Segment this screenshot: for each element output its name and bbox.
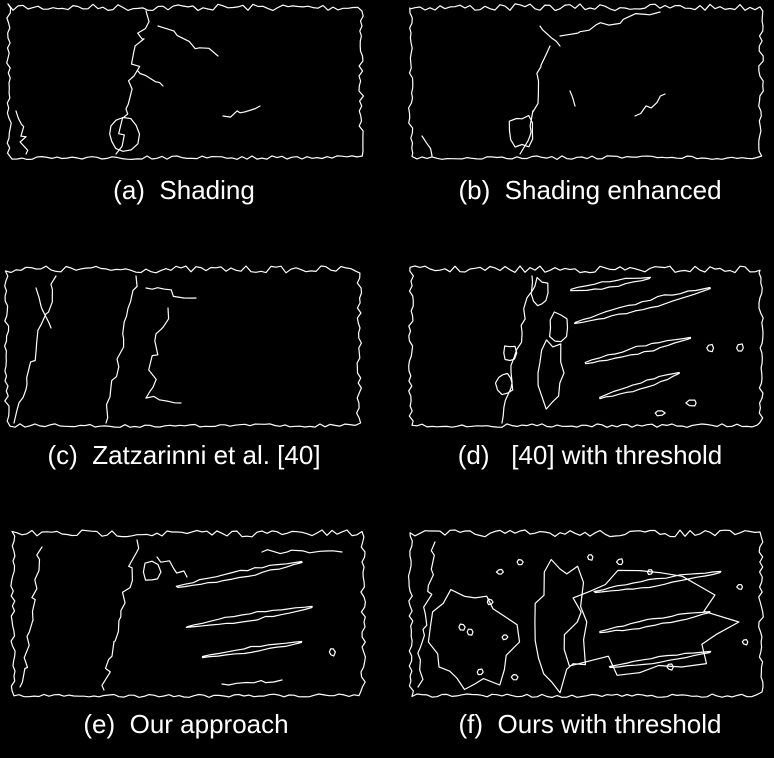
panel-f (407, 529, 764, 698)
crack-map-c (3, 265, 363, 428)
crack-region (608, 650, 712, 669)
crack-region (549, 311, 569, 343)
crack-line (105, 275, 138, 424)
crack-line (157, 25, 219, 57)
crack-region (587, 554, 594, 561)
crack-region (201, 640, 303, 659)
crack-line (417, 541, 436, 688)
crack-line (15, 110, 29, 155)
panel-a (6, 3, 365, 160)
panel-d (408, 265, 764, 428)
crack-region (584, 336, 692, 365)
crack-region (534, 558, 588, 694)
crack-line (137, 70, 164, 87)
crack-region (599, 371, 680, 400)
crack-line (559, 11, 661, 37)
crack-region (563, 569, 740, 676)
crack-line (130, 10, 150, 77)
panel-e (10, 529, 366, 698)
caption-f: (f) Ours with threshold (458, 709, 722, 739)
crack-line (145, 307, 170, 399)
crack-region (685, 399, 697, 407)
crack-line (421, 135, 433, 157)
crack-line (13, 275, 57, 424)
crack-region (666, 663, 674, 671)
crack-region (537, 339, 565, 410)
crack-region (516, 559, 524, 566)
crack-region (142, 560, 162, 581)
crack-map-a (6, 3, 365, 160)
crack-line (261, 549, 343, 555)
panel-b (408, 3, 764, 160)
crack-region (476, 668, 484, 676)
crack-line (501, 275, 534, 424)
caption-a: (a) Shading (113, 175, 255, 205)
crack-region (495, 568, 504, 575)
crack-region (593, 570, 722, 594)
crack-line (569, 90, 576, 107)
crack-line (156, 556, 188, 578)
crack-region (185, 605, 313, 628)
crack-line (634, 93, 666, 117)
crack-map-d (408, 265, 764, 428)
surface-outline (408, 265, 764, 428)
crack-region (427, 589, 521, 691)
crack-region (175, 560, 303, 588)
crack-line (35, 287, 52, 329)
crack-region (494, 372, 514, 396)
crack-region (599, 611, 711, 634)
crack-region (109, 116, 141, 152)
crack-region (530, 276, 549, 307)
crack-region (646, 569, 654, 576)
crack-region (570, 276, 651, 292)
crack-region (510, 674, 519, 681)
crack-map-b (408, 3, 764, 160)
crack-region (706, 343, 715, 353)
crack-line (145, 287, 197, 299)
crack-line (519, 45, 551, 155)
surface-outline (3, 265, 363, 428)
crack-map-f (407, 529, 764, 698)
crack-map-e (10, 529, 366, 698)
surface-outline (408, 3, 764, 160)
crack-region (458, 623, 466, 631)
crack-region (508, 114, 534, 148)
crack-region (501, 634, 509, 641)
crack-line (145, 395, 182, 404)
crack-line (539, 25, 561, 47)
crack-region (466, 628, 474, 636)
surface-outline (6, 3, 365, 160)
caption-e: (e) Our approach (83, 709, 289, 739)
crack-line (19, 546, 43, 688)
surface-outline (407, 529, 764, 698)
crack-line (222, 105, 261, 118)
caption-c: (c) Zatzarinni et al. [40] (47, 440, 321, 470)
crack-region (503, 345, 518, 362)
crack-line (221, 679, 283, 686)
crack-region (736, 343, 744, 352)
crack-region (486, 598, 494, 606)
crack-region (574, 286, 711, 325)
crack-line (101, 539, 140, 691)
crack-line (115, 75, 135, 155)
caption-d: (d) [40] with threshold (457, 440, 723, 470)
crack-region (654, 410, 666, 417)
caption-b: (b) Shading enhanced (458, 175, 722, 205)
crack-region (328, 648, 336, 657)
crack-region (741, 639, 749, 646)
crack-region (736, 584, 744, 590)
panel-c (3, 265, 363, 428)
surface-outline (10, 529, 366, 698)
crack-region (615, 558, 624, 566)
